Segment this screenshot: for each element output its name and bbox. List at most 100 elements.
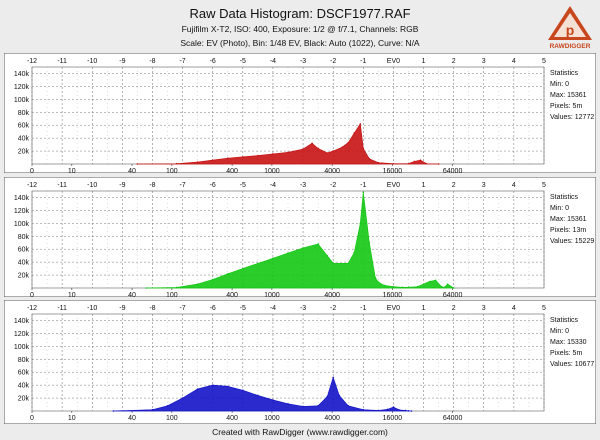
histogram-point (386, 408, 389, 411)
histogram-point (347, 405, 350, 407)
histogram-point (317, 405, 319, 407)
y-tick-label: 20k (18, 396, 30, 403)
histogram-point (374, 276, 377, 279)
ev-tick-label: -4 (270, 58, 276, 65)
ev-tick-label: -10 (87, 305, 97, 312)
histogram-point (145, 287, 148, 289)
histogram-point (368, 241, 371, 244)
y-tick-label: 100k (14, 97, 30, 104)
histogram-point (392, 285, 395, 288)
histogram-point (377, 281, 380, 283)
ev-tick-label: -8 (149, 182, 155, 189)
histogram-settings: Scale: EV (Photo), Bin: 1/48 EV, Black: … (180, 38, 420, 48)
ev-tick-label: -7 (179, 58, 185, 65)
ev-tick-label: -7 (179, 305, 185, 312)
y-tick-label: 20k (18, 273, 30, 280)
histogram-point (257, 394, 259, 397)
histogram-point (317, 243, 319, 245)
ev-tick-label: -6 (210, 58, 216, 65)
histogram-point (287, 252, 289, 254)
ev-tick-label: -11 (57, 182, 67, 189)
histogram-point (362, 191, 365, 194)
histogram-point (404, 409, 407, 412)
histogram-point (377, 409, 380, 412)
ev-tick-label: -8 (149, 305, 155, 312)
ev-tick-label: 4 (512, 305, 516, 312)
histogram-point (332, 150, 334, 152)
stats-values: Values: 15229 (550, 238, 594, 245)
ev-tick-label: -2 (330, 58, 336, 65)
stats-min: Min: 0 (550, 328, 569, 335)
ev-tick-label: EV0 (387, 182, 400, 189)
logo-letter: p (566, 22, 575, 38)
y-tick-label: 20k (18, 149, 30, 156)
raw-tick-label: 400 (226, 168, 238, 173)
stats-label: Statistics (550, 194, 579, 201)
raw-tick-label: 16000 (383, 415, 403, 422)
histogram-point (401, 286, 404, 289)
ev-tick-label: -8 (149, 58, 155, 65)
histogram-area-blue (113, 376, 412, 412)
histogram-point (181, 397, 184, 399)
ev-tick-label: -11 (57, 58, 67, 65)
ev-tick-label: -1 (360, 305, 366, 312)
y-tick-label: 120k (14, 331, 30, 338)
histogram-point (407, 286, 410, 289)
ev-tick-label: EV0 (387, 305, 400, 312)
raw-tick-label: 4000 (324, 415, 340, 422)
raw-tick-label: 16000 (383, 168, 403, 173)
histogram-point (362, 408, 365, 411)
raw-tick-label: 40 (128, 292, 136, 297)
histogram-point (166, 405, 169, 407)
stats-min: Min: 0 (550, 81, 569, 88)
histogram-point (196, 388, 199, 390)
histogram-point (196, 161, 199, 163)
ev-tick-label: -11 (57, 305, 67, 312)
ev-tick-label: 1 (422, 305, 426, 312)
ev-tick-label: 1 (422, 58, 426, 65)
histogram-point (151, 408, 154, 411)
ev-tick-label: -3 (300, 305, 306, 312)
histogram-point (416, 285, 419, 288)
ev-tick-label: 4 (512, 182, 516, 189)
y-tick-label: 60k (18, 123, 30, 130)
histogram-point (347, 262, 350, 265)
raw-tick-label: 0 (30, 292, 34, 297)
stats-values: Values: 10677 (550, 361, 594, 368)
histogram-point (302, 247, 304, 249)
ev-tick-label: -2 (330, 182, 336, 189)
ev-tick-label: -2 (330, 305, 336, 312)
histogram-point (443, 286, 446, 289)
ev-tick-label: 2 (452, 182, 456, 189)
histogram-point (242, 267, 244, 270)
raw-tick-label: 0 (30, 168, 34, 173)
y-tick-label: 60k (18, 247, 30, 254)
ev-tick-label: -9 (119, 305, 125, 312)
ev-tick-label: -5 (240, 182, 246, 189)
histogram-point (257, 262, 259, 265)
ev-tick-label: 4 (512, 58, 516, 65)
histogram-point (196, 283, 199, 285)
ev-tick-label: -6 (210, 182, 216, 189)
stats-label: Statistics (550, 70, 579, 77)
raw-tick-label: 64000 (443, 292, 463, 297)
raw-tick-label: 10 (68, 168, 76, 173)
histogram-point (347, 141, 350, 144)
histogram-point (112, 410, 115, 412)
histogram-point (452, 287, 455, 289)
histogram-point (272, 399, 274, 401)
histogram-point (175, 286, 178, 289)
ev-tick-label: -9 (119, 58, 125, 65)
raw-tick-label: 100 (166, 292, 178, 297)
histogram-point (419, 159, 422, 161)
ev-tick-label: -12 (27, 58, 37, 65)
histogram-point (440, 285, 443, 288)
y-tick-label: 40k (18, 136, 30, 143)
histogram-point (311, 142, 313, 145)
histogram-point (326, 395, 328, 398)
stats-max: Max: 15361 (550, 216, 587, 223)
histogram-point (287, 151, 289, 154)
histogram-point (326, 254, 328, 257)
